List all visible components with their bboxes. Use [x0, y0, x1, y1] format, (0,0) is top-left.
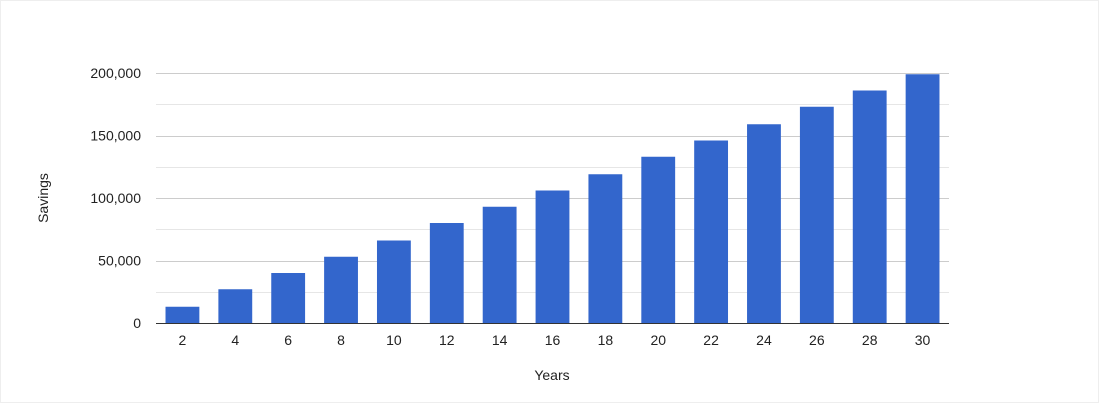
x-tick-label: 26 — [809, 332, 825, 348]
bar-22 — [694, 140, 729, 323]
x-tick-label: 8 — [337, 332, 345, 348]
x-tick-label: 20 — [650, 332, 666, 348]
y-axis-title: Savings — [35, 173, 51, 223]
x-tick-label: 6 — [284, 332, 292, 348]
x-tick-label: 30 — [915, 332, 931, 348]
x-tick-label: 28 — [862, 332, 878, 348]
bar-30 — [905, 74, 940, 323]
x-tick-labels: 2 4 6 8 10 12 14 16 18 20 22 24 26 28 30 — [179, 332, 931, 348]
y-tick-label: 100,000 — [90, 190, 141, 206]
bar-2 — [165, 306, 200, 323]
x-tick-label: 22 — [703, 332, 719, 348]
x-tick-label: 16 — [545, 332, 561, 348]
bar-12 — [429, 223, 464, 323]
bar-20 — [641, 156, 676, 323]
x-tick-label: 10 — [386, 332, 402, 348]
bar-14 — [482, 206, 517, 323]
x-tick-label: 12 — [439, 332, 455, 348]
x-tick-label: 2 — [179, 332, 187, 348]
x-axis-title: Years — [534, 367, 569, 383]
x-tick-label: 18 — [598, 332, 614, 348]
y-tick-label: 50,000 — [98, 253, 141, 269]
bar-10 — [376, 240, 411, 323]
bar-16 — [535, 190, 570, 323]
bars — [165, 74, 940, 323]
y-tick-label: 0 — [133, 315, 141, 331]
x-tick-label: 24 — [756, 332, 772, 348]
x-tick-label: 4 — [231, 332, 239, 348]
y-tick-labels: 0 50,000 100,000 150,000 200,000 — [90, 65, 141, 331]
bar-4 — [218, 289, 253, 323]
y-tick-label: 200,000 — [90, 65, 141, 81]
bar-8 — [324, 256, 358, 323]
x-tick-label: 14 — [492, 332, 508, 348]
y-tick-label: 150,000 — [90, 128, 141, 144]
bar-6 — [271, 273, 306, 323]
bar-24 — [747, 124, 781, 323]
bar-28 — [852, 90, 887, 323]
bar-18 — [588, 174, 623, 323]
bar-26 — [799, 106, 834, 323]
